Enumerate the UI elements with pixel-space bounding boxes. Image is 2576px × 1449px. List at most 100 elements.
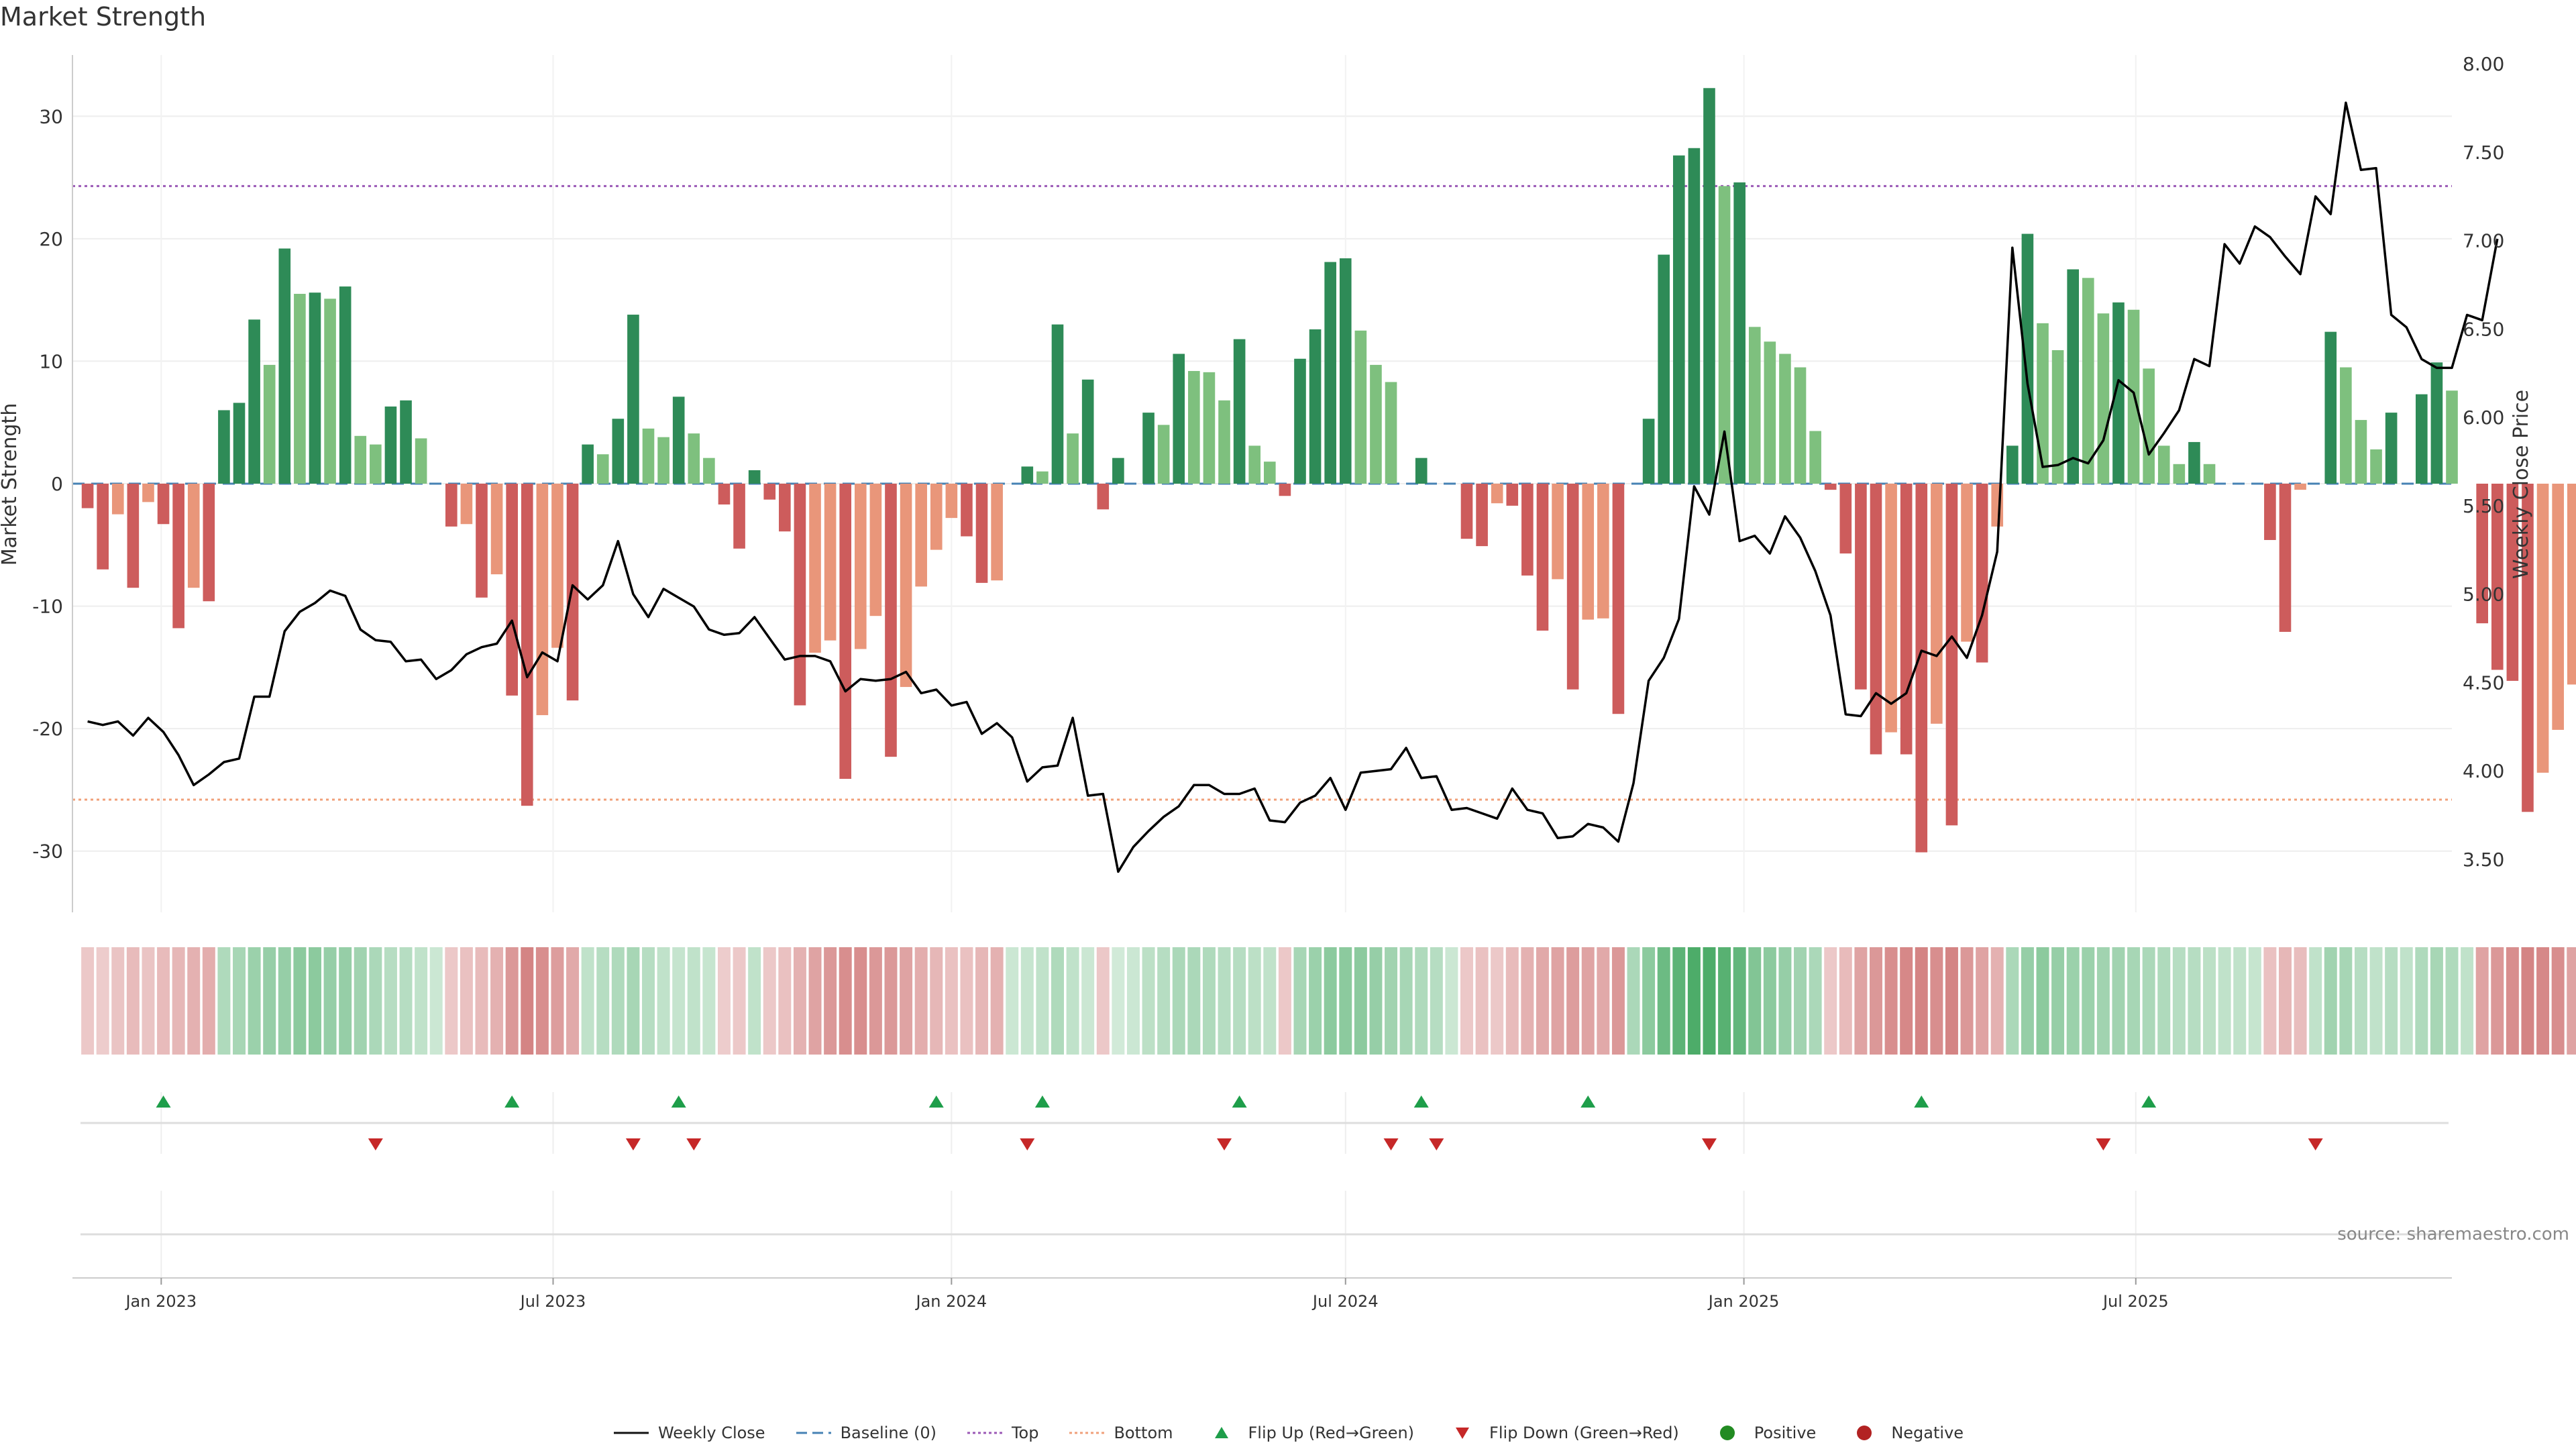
- heat-cell: [1718, 947, 1731, 1055]
- heat-cell: [1900, 947, 1913, 1055]
- heat-cell: [1824, 947, 1837, 1055]
- strength-bar: [900, 484, 912, 688]
- heat-cell: [1006, 947, 1019, 1055]
- heat-cell: [490, 947, 504, 1055]
- strength-bar: [1415, 458, 1428, 484]
- strength-bars: [81, 88, 2576, 853]
- strength-bar: [1279, 484, 1291, 496]
- heat-cell: [642, 947, 655, 1055]
- heat-cell: [551, 947, 564, 1055]
- y2-tick-label: 7.50: [2463, 142, 2504, 164]
- heat-cell: [1066, 947, 1079, 1055]
- strength-bar: [2006, 445, 2019, 484]
- strength-bar: [309, 292, 321, 484]
- heat-cell: [1505, 947, 1519, 1055]
- strength-bar: [2203, 464, 2216, 484]
- heat-cell: [278, 947, 291, 1055]
- strength-bar: [2355, 420, 2367, 484]
- circle-icon: [1719, 1426, 1735, 1440]
- heat-cell: [142, 947, 155, 1055]
- x-tick-label: Jul 2023: [519, 1292, 586, 1311]
- heat-cell: [869, 947, 882, 1055]
- y-tick-label: -10: [32, 596, 63, 618]
- heat-cell: [233, 947, 246, 1055]
- strength-bar: [1794, 367, 1807, 484]
- heat-cell: [672, 947, 686, 1055]
- strength-bar: [1188, 371, 1200, 484]
- heat-cell: [2233, 947, 2247, 1055]
- flip-markers: [80, 1095, 2449, 1236]
- legend-item: Flip Up (Red→Green): [1203, 1424, 1414, 1442]
- strength-bar: [2536, 484, 2549, 773]
- y2-tick-label: 4.50: [2463, 672, 2504, 694]
- heat-cell: [2385, 947, 2398, 1055]
- strength-bar: [854, 484, 867, 649]
- strength-bar: [1218, 400, 1230, 484]
- heat-cell: [1415, 947, 1428, 1055]
- strength-bar: [1703, 88, 1715, 484]
- heat-cell: [1597, 947, 1610, 1055]
- strength-bar: [1915, 484, 1928, 853]
- heat-cell: [839, 947, 852, 1055]
- strength-bar: [127, 484, 140, 588]
- strength-bar: [294, 294, 306, 484]
- heat-cell: [1309, 947, 1322, 1055]
- strength-bar: [2446, 390, 2458, 484]
- heat-cell: [1126, 947, 1140, 1055]
- flip-up-marker: [1580, 1095, 1596, 1108]
- y2-tick-label: 3.50: [2463, 849, 2504, 871]
- heat-cell: [96, 947, 109, 1055]
- flip-down-marker: [1383, 1138, 1399, 1150]
- strength-bar: [536, 484, 549, 716]
- heat-cell: [975, 947, 989, 1055]
- heat-cell: [460, 947, 473, 1055]
- heat-cell: [2324, 947, 2337, 1055]
- strength-bar: [2385, 413, 2398, 484]
- strength-bar: [2082, 278, 2094, 484]
- strength-bar: [1370, 364, 1382, 484]
- heat-cell: [1157, 947, 1171, 1055]
- strength-bar: [1142, 413, 1155, 484]
- heat-cell: [1081, 947, 1095, 1055]
- strength-bar: [551, 484, 564, 648]
- heat-cell: [1854, 947, 1868, 1055]
- heat-cell: [824, 947, 837, 1055]
- strength-bar: [763, 484, 776, 500]
- strength-bar: [627, 315, 639, 484]
- heat-cell: [1763, 947, 1776, 1055]
- strength-bar: [809, 484, 821, 653]
- heat-cell: [1566, 947, 1580, 1055]
- heat-cell: [2445, 947, 2459, 1055]
- legend-label: Weekly Close: [657, 1424, 765, 1442]
- heat-cell: [1748, 947, 1762, 1055]
- heat-cell: [172, 947, 185, 1055]
- strength-bar: [1521, 484, 1534, 576]
- heat-cell: [2142, 947, 2155, 1055]
- strength-bar: [1339, 258, 1352, 484]
- heat-cell: [1657, 947, 1670, 1055]
- strength-bar: [2097, 313, 2110, 484]
- strength-bar: [248, 319, 260, 484]
- flip-up-marker: [928, 1095, 944, 1108]
- heat-cell: [2294, 947, 2307, 1055]
- strength-bar: [1385, 382, 1397, 484]
- strength-bar: [2522, 484, 2534, 812]
- y2-tick-label: 4.00: [2463, 760, 2504, 782]
- heat-cell: [202, 947, 215, 1055]
- flip-down-marker: [2308, 1138, 2323, 1150]
- strength-bar: [2416, 394, 2428, 484]
- heat-cell: [2127, 947, 2141, 1055]
- strength-bar: [596, 454, 609, 484]
- strength-bar: [1112, 458, 1124, 484]
- heat-cell: [1915, 947, 1928, 1055]
- strength-bar: [1688, 148, 1701, 484]
- y-tick-label: 10: [39, 350, 63, 372]
- flip-down-marker: [1429, 1138, 1444, 1150]
- heat-cell: [1263, 947, 1277, 1055]
- x-tick-label: Jul 2024: [1311, 1292, 1379, 1311]
- heat-cell: [2188, 947, 2201, 1055]
- heat-cell: [1642, 947, 1656, 1055]
- strength-bar: [688, 433, 700, 484]
- heat-cell: [854, 947, 867, 1055]
- strength-bar: [476, 484, 488, 598]
